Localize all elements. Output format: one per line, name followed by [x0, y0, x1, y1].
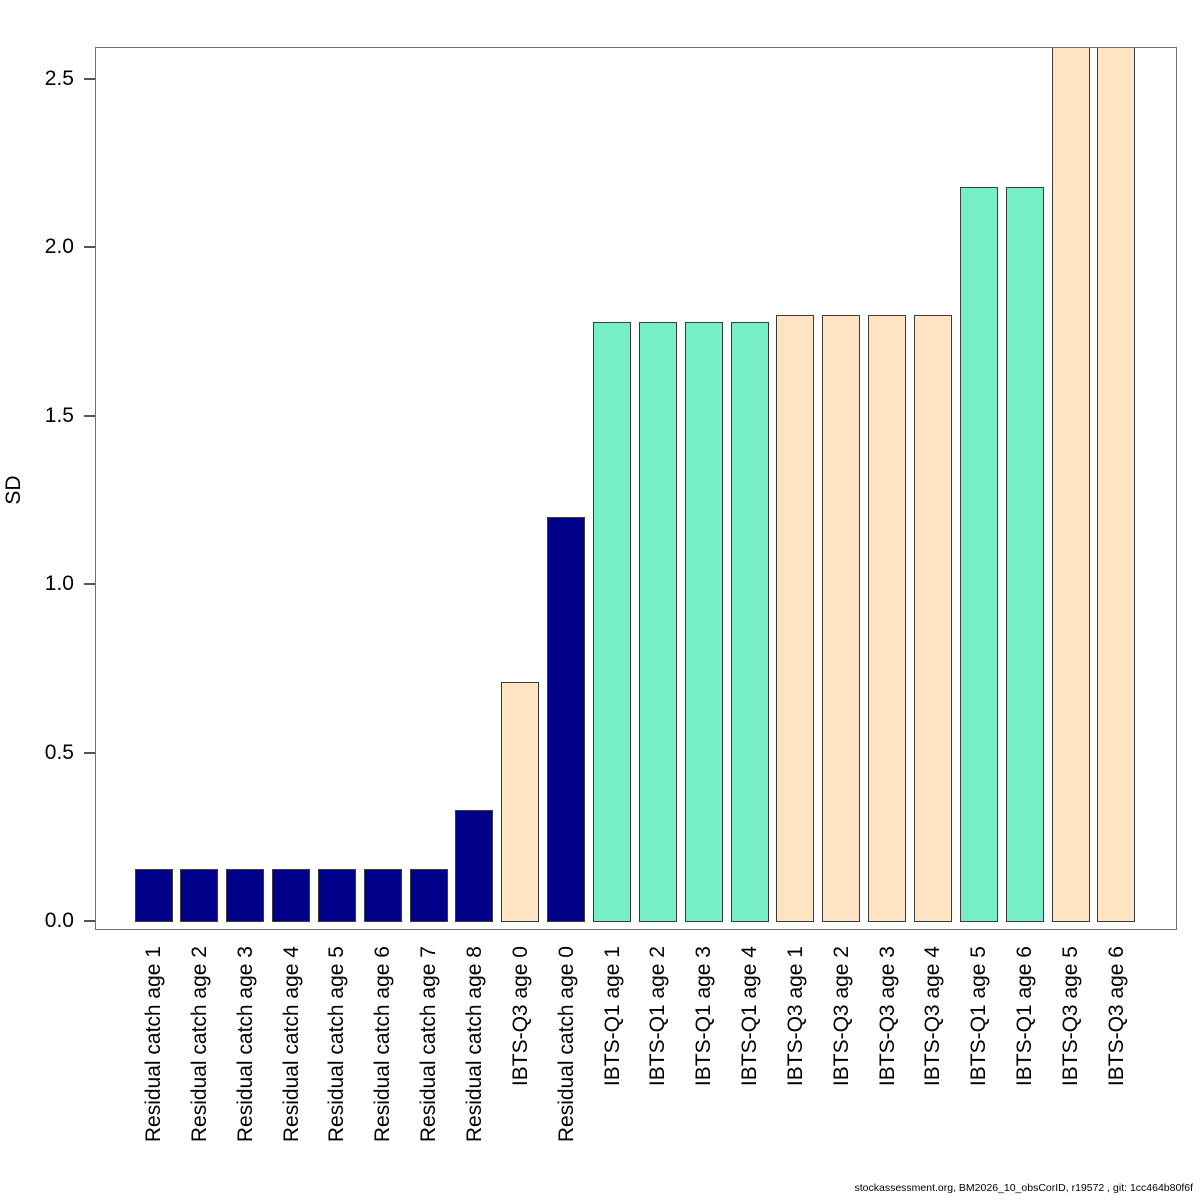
bar-residual-catch-age-5: [317, 869, 356, 922]
x-axis-label-box: Residual catch age 4: [279, 946, 305, 1161]
x-axis-label: Residual catch age 4: [279, 946, 303, 1143]
bar-ibts-q3-age-3: [868, 315, 907, 922]
x-axis-label-box: Residual catch age 5: [324, 946, 350, 1161]
bar-residual-catch-age-7: [409, 869, 448, 922]
x-axis-label: Residual catch age 7: [417, 946, 441, 1143]
bar-residual-catch-age-2: [180, 869, 219, 922]
x-axis-label-box: IBTS-Q3 age 5: [1058, 946, 1084, 1161]
y-tick-label: 0.0: [44, 909, 74, 932]
x-axis-label-box: Residual catch age 1: [141, 946, 167, 1161]
x-axis-label-box: IBTS-Q3 age 3: [875, 946, 901, 1161]
y-tick-mark: [84, 920, 95, 922]
x-axis-label: IBTS-Q1 age 5: [967, 946, 991, 1087]
bar-ibts-q1-age-4: [730, 321, 769, 922]
y-tick-label: 2.0: [44, 235, 74, 259]
x-axis-label-box: IBTS-Q1 age 2: [645, 946, 671, 1161]
y-tick-mark: [84, 751, 95, 754]
x-axis-label: Residual catch age 3: [233, 946, 257, 1143]
y-tick-label: 2.5: [44, 66, 74, 90]
x-axis-label-box: IBTS-Q3 age 0: [508, 946, 534, 1161]
x-axis-label: Residual catch age 6: [371, 946, 395, 1143]
bar-ibts-q3-age-2: [822, 315, 861, 922]
bar-ibts-q1-age-3: [684, 321, 723, 922]
x-axis-label: IBTS-Q3 age 6: [1104, 946, 1128, 1087]
x-axis-label: IBTS-Q3 age 1: [783, 946, 807, 1087]
y-tick-mark: [84, 77, 95, 80]
bar-residual-catch-age-1: [134, 869, 173, 922]
x-axis-label: IBTS-Q3 age 3: [875, 946, 899, 1087]
y-tick-label: 0.5: [44, 740, 74, 764]
x-axis-label-box: Residual catch age 6: [370, 946, 396, 1161]
bar-ibts-q3-age-4: [913, 315, 952, 922]
x-axis-label-box: IBTS-Q3 age 1: [783, 946, 809, 1161]
y-tick-mark: [84, 246, 95, 249]
x-axis-label: IBTS-Q1 age 2: [646, 946, 670, 1087]
bar-ibts-q3-age-5: [1051, 48, 1090, 922]
bar-residual-catch-age-0: [547, 517, 586, 922]
x-axis-label-box: Residual catch age 0: [554, 946, 580, 1161]
x-axis-label: IBTS-Q1 age 1: [600, 946, 624, 1087]
bar-residual-catch-age-3: [226, 869, 265, 922]
x-axis-label: Residual catch age 0: [554, 946, 578, 1143]
x-axis-label-box: IBTS-Q3 age 4: [920, 946, 946, 1161]
x-axis-label: Residual catch age 5: [325, 946, 349, 1143]
x-axis-label: IBTS-Q3 age 5: [1059, 946, 1082, 1087]
y-tick-mark: [84, 414, 95, 417]
x-axis-label-box: IBTS-Q3 age 6: [1104, 946, 1130, 1161]
x-axis-label-box: IBTS-Q1 age 4: [737, 946, 763, 1161]
x-axis-label-box: IBTS-Q3 age 2: [829, 946, 855, 1161]
x-axis-label-box: IBTS-Q1 age 3: [691, 946, 717, 1161]
bar-residual-catch-age-8: [455, 810, 494, 922]
x-axis-label-box: IBTS-Q1 age 1: [600, 946, 626, 1161]
bar-ibts-q3-age-6: [1097, 48, 1136, 922]
x-axis-label-box: Residual catch age 8: [462, 946, 488, 1161]
bar-residual-catch-age-4: [272, 869, 311, 922]
x-axis-label-box: Residual catch age 7: [416, 946, 442, 1161]
y-axis-title-box: SD: [1, 400, 27, 580]
x-axis-label: IBTS-Q1 age 3: [692, 946, 716, 1087]
x-axis-label: Residual catch age 8: [462, 946, 486, 1143]
x-axis-label: IBTS-Q1 age 4: [738, 946, 762, 1087]
footer-attribution: stockassessment.org, BM2026_10_obsCorID,…: [854, 1182, 1193, 1194]
x-axis-label: IBTS-Q3 age 2: [829, 946, 853, 1087]
y-axis-title: SD: [2, 475, 25, 505]
x-axis-label: Residual catch age 2: [187, 946, 211, 1143]
bar-ibts-q1-age-1: [593, 321, 631, 922]
plot-area: [95, 47, 1177, 930]
bar-ibts-q3-age-0: [501, 682, 540, 922]
y-tick-mark: [84, 583, 95, 586]
bar-ibts-q3-age-1: [776, 315, 815, 922]
x-axis-label: IBTS-Q1 age 6: [1013, 946, 1037, 1087]
x-axis-label-box: IBTS-Q1 age 5: [966, 946, 992, 1161]
bar-ibts-q1-age-2: [638, 321, 677, 922]
bar-residual-catch-age-6: [363, 869, 402, 922]
x-axis-label-box: Residual catch age 2: [187, 946, 213, 1161]
x-axis-label: IBTS-Q3 age 4: [921, 946, 945, 1087]
x-axis-label: IBTS-Q3 age 0: [508, 946, 532, 1087]
x-axis-label: Residual catch age 1: [142, 946, 165, 1143]
bar-ibts-q1-age-6: [1005, 187, 1044, 922]
x-axis-label-box: IBTS-Q1 age 6: [1012, 946, 1038, 1161]
x-axis-label-box: Residual catch age 3: [233, 946, 259, 1161]
bar-ibts-q1-age-5: [959, 187, 998, 922]
